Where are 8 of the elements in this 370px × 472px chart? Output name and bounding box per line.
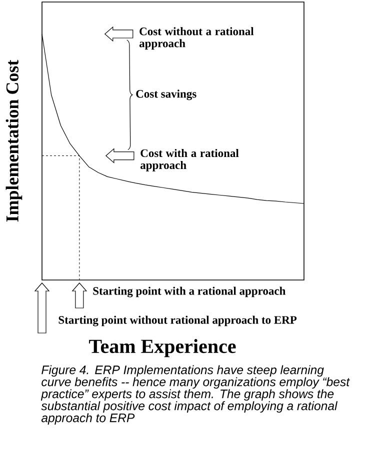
text: Starting point with a rational approach [93, 286, 286, 298]
x-axis-title: Team Experience [89, 339, 236, 358]
y-axis-title: Implementation Cost [6, 60, 22, 222]
annotation: Cost with a rational approach [140, 148, 239, 172]
annotation: Cost without a rational approach [139, 27, 254, 50]
annotation: Cost savings [136, 90, 196, 100]
text: Starting point without rational approach to ERP [58, 316, 297, 326]
caption: Figure 4. ERP Implementations have steep learning curve benefits -- hence many organizations employ “best practice” experts to assist them. The graph shows the substantial positive cost impact of employing a rational approach to ERP [40, 365, 350, 425]
